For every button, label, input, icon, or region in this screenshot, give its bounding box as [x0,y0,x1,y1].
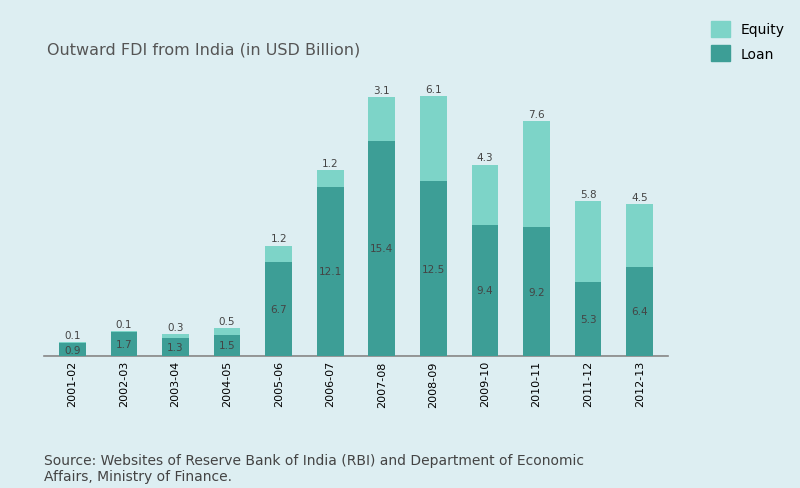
Bar [574,283,602,356]
Bar [523,122,550,228]
Bar [110,331,138,332]
Bar [110,332,138,356]
Text: 6.7: 6.7 [270,305,287,315]
Bar [420,182,446,356]
Text: 15.4: 15.4 [370,244,394,254]
Bar [317,187,344,356]
Text: 1.7: 1.7 [116,339,132,349]
Bar [266,246,292,263]
Bar [523,228,550,356]
Text: 0.1: 0.1 [116,319,132,329]
Bar [214,335,241,356]
Text: 12.5: 12.5 [422,264,445,274]
Text: 0.5: 0.5 [219,316,235,326]
Text: 1.5: 1.5 [218,341,235,351]
Bar [626,204,653,267]
Bar [471,225,498,356]
Bar [59,344,86,356]
Bar [626,267,653,356]
Text: 1.3: 1.3 [167,342,184,352]
Bar [266,263,292,356]
Bar [317,171,344,187]
Bar [574,202,602,283]
Text: 4.3: 4.3 [477,153,494,163]
Text: 5.3: 5.3 [580,314,596,325]
Bar [368,142,395,356]
Bar [162,338,189,356]
Bar [368,98,395,142]
Legend: Equity, Loan: Equity, Loan [710,21,785,62]
Text: 6.4: 6.4 [631,306,648,317]
Text: 3.1: 3.1 [374,86,390,96]
Text: 4.5: 4.5 [631,192,648,202]
Bar [59,342,86,344]
Text: 6.1: 6.1 [425,85,442,95]
Bar [420,97,446,182]
Text: 7.6: 7.6 [528,110,545,120]
Bar [471,165,498,225]
Text: Outward FDI from India (in USD Billion): Outward FDI from India (in USD Billion) [46,42,360,58]
Text: 0.9: 0.9 [64,345,81,355]
Text: 1.2: 1.2 [322,159,338,169]
Text: 5.8: 5.8 [580,189,596,200]
Text: 0.3: 0.3 [167,322,184,332]
Text: Source: Websites of Reserve Bank of India (RBI) and Department of Economic
Affai: Source: Websites of Reserve Bank of Indi… [44,453,584,483]
Bar [162,334,189,338]
Bar [214,328,241,335]
Text: 0.1: 0.1 [64,330,81,340]
Text: 9.4: 9.4 [477,285,494,296]
Text: 12.1: 12.1 [318,267,342,277]
Text: 9.2: 9.2 [528,287,545,297]
Text: 1.2: 1.2 [270,234,287,244]
